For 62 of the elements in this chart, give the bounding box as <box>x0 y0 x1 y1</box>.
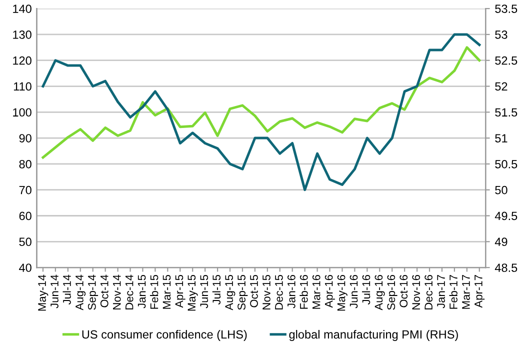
x-tick-label: Apr-16 <box>324 274 335 308</box>
x-tick-label: May-15 <box>188 274 198 311</box>
x-tick-label: Feb-16 <box>300 274 308 309</box>
x-tick-label: Nov-14 <box>113 274 121 310</box>
y2-tick-label: 53.5 <box>495 4 518 13</box>
x-tick-label: Oct-14 <box>100 274 108 308</box>
y-tick-label: 90 <box>19 134 32 142</box>
y-tick-label: 40 <box>19 264 32 272</box>
y2-tick-label: 48.5 <box>494 264 518 272</box>
x-tick-label: Dec-16 <box>424 274 432 310</box>
x-tick-label: Sep-14 <box>88 274 98 310</box>
x-tick-label: May-16 <box>337 274 348 311</box>
y2-tick-label: 52.5 <box>495 56 518 65</box>
line-series <box>42 33 481 192</box>
x-tick-label: May-14 <box>38 274 48 311</box>
x-tick-label: Mar-16 <box>312 274 320 309</box>
y-tick-label: 50 <box>19 238 32 246</box>
y2-tick-label: 51 <box>495 134 508 142</box>
x-tick-label: Feb-17 <box>449 275 458 309</box>
x-tick-label: Oct-15 <box>250 274 258 308</box>
x-tick-label: Nov-15 <box>262 274 270 310</box>
legend-label: global manufacturing PMI (RHS) <box>289 330 458 341</box>
y-tick-label: 60 <box>19 212 32 220</box>
y-tick-label: 120 <box>13 56 32 65</box>
y2-tick-label: 51.5 <box>495 108 518 117</box>
x-tick-label: Jun-15 <box>200 274 208 308</box>
y2-tick-label: 49 <box>494 238 508 246</box>
x-tick-label: Sep-15 <box>238 274 248 310</box>
x-tick-label: Feb-15 <box>150 274 158 309</box>
y2-tick-label: 52 <box>495 82 508 91</box>
x-tick-label: Apr-17 <box>474 275 485 308</box>
line-series <box>42 46 481 159</box>
x-tick-label: Jun-16 <box>350 274 358 308</box>
y2-tick-label: 50.5 <box>495 160 518 168</box>
x-tick-label: Sep-16 <box>387 274 398 310</box>
x-tick-label: Dec-14 <box>125 274 134 310</box>
x-tick-label: Jun-14 <box>50 274 58 308</box>
y-tick-label: 100 <box>13 108 32 117</box>
x-tick-label: Aug-16 <box>374 274 385 310</box>
x-tick-label: Aug-15 <box>225 274 236 310</box>
x-tick-label: Dec-15 <box>275 274 283 310</box>
x-tick-label: Jan-15 <box>138 274 146 308</box>
x-tick-label: Oct-16 <box>400 274 408 308</box>
x-tick-label: Aug-14 <box>76 274 86 310</box>
y2-tick-label: 50 <box>495 186 508 194</box>
x-tick-label: Jan-16 <box>287 274 296 308</box>
y-tick-label: 80 <box>19 160 32 168</box>
y2-tick-label: 53 <box>495 30 508 39</box>
x-tick-label: Jul-16 <box>362 274 370 305</box>
x-tick-label: Nov-16 <box>412 274 420 310</box>
y2-tick-label: 49.5 <box>494 212 518 220</box>
y-tick-label: 140 <box>13 4 32 13</box>
y-tick-label: 130 <box>13 30 32 39</box>
legend-label: US consumer confidence (LHS) <box>82 330 247 341</box>
y-tick-label: 110 <box>14 82 32 91</box>
x-tick-label: Apr-15 <box>175 274 186 308</box>
x-tick-label: Jul-15 <box>212 274 221 305</box>
y-tick-label: 70 <box>19 186 32 194</box>
x-tick-label: Jul-14 <box>62 274 71 305</box>
x-tick-label: Mar-17 <box>462 275 470 309</box>
x-tick-label: Mar-15 <box>162 274 171 309</box>
x-tick-label: Jan-17 <box>437 275 445 308</box>
